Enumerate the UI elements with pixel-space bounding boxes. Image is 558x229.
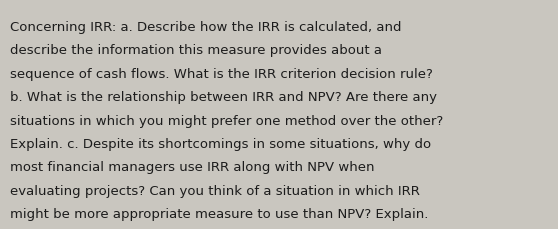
Text: evaluating projects? Can you think of a situation in which IRR: evaluating projects? Can you think of a …	[10, 184, 420, 197]
Text: sequence of cash flows. What is the IRR criterion decision rule?: sequence of cash flows. What is the IRR …	[10, 67, 433, 80]
Text: b. What is the relationship between IRR and NPV? Are there any: b. What is the relationship between IRR …	[10, 91, 437, 104]
Text: describe the information this measure provides about a: describe the information this measure pr…	[10, 44, 382, 57]
Text: Explain. c. Despite its shortcomings in some situations, why do: Explain. c. Despite its shortcomings in …	[10, 137, 431, 150]
Text: might be more appropriate measure to use than NPV? Explain.: might be more appropriate measure to use…	[10, 207, 429, 221]
Text: most financial managers use IRR along with NPV when: most financial managers use IRR along wi…	[10, 161, 374, 174]
Text: Concerning IRR: a. Describe how the IRR is calculated, and: Concerning IRR: a. Describe how the IRR …	[10, 21, 402, 34]
Text: situations in which you might prefer one method over the other?: situations in which you might prefer one…	[10, 114, 443, 127]
